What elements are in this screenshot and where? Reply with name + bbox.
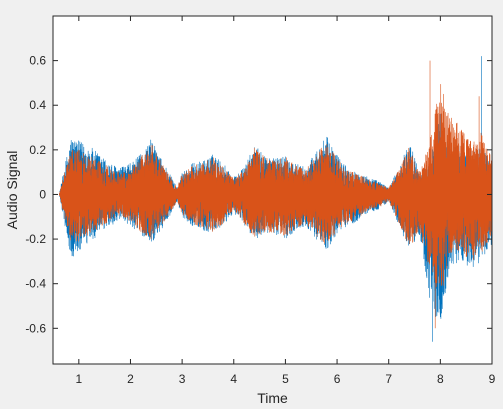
series-2-line xyxy=(58,60,492,329)
y-tick-label: 0 xyxy=(39,187,46,201)
y-tick-label: -0.4 xyxy=(25,277,46,291)
y-tick-label: 0.2 xyxy=(29,143,46,157)
x-axis-label: Time xyxy=(257,390,288,406)
y-axis-label: Audio Signal xyxy=(4,151,20,230)
x-tick-label: 3 xyxy=(179,372,186,386)
x-tick-label: 8 xyxy=(437,372,444,386)
axes-box xyxy=(52,15,493,365)
x-tick-label: 2 xyxy=(127,372,134,386)
y-tick-label: -0.2 xyxy=(25,232,46,246)
y-tick-label: -0.6 xyxy=(25,321,46,335)
x-tick-label: 4 xyxy=(230,372,237,386)
x-tick-label: 9 xyxy=(489,372,496,386)
y-tick-label: 0.6 xyxy=(29,54,46,68)
x-tick-label: 6 xyxy=(334,372,341,386)
plot-area xyxy=(58,56,492,342)
ticks: 1 2 3 4 5 6 7 8 9 0.6 0.4 0.2 0 -0.2 -0.4 -0.6 xyxy=(25,16,496,386)
y-tick-label: 0.4 xyxy=(29,98,46,112)
x-tick-label: 7 xyxy=(385,372,392,386)
x-tick-label: 5 xyxy=(282,372,289,386)
x-tick-label: 1 xyxy=(75,372,82,386)
